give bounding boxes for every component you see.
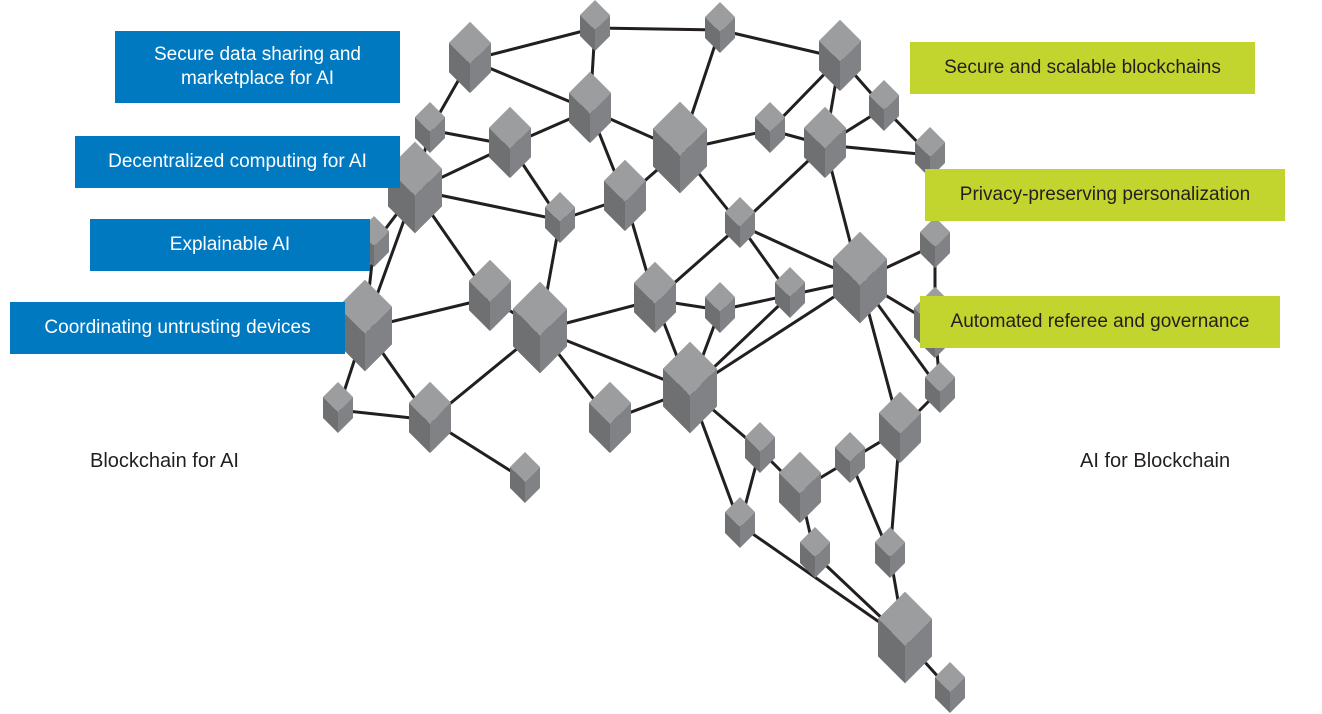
cube-node	[833, 232, 887, 329]
cube-node	[725, 497, 755, 553]
cube-node	[755, 102, 785, 158]
cube-node	[580, 0, 610, 56]
cube-node	[879, 392, 921, 468]
cube-node	[705, 282, 735, 338]
cube-node	[663, 342, 717, 439]
right-label-1: Secure and scalable blockchains	[910, 42, 1255, 94]
right-caption: AI for Blockchain	[1080, 450, 1230, 473]
cube-node	[469, 260, 511, 336]
cube-node	[819, 20, 861, 96]
left-label-1: Secure data sharing and marketplace for …	[115, 31, 400, 103]
cube-node	[779, 452, 821, 528]
cube-node	[725, 197, 755, 253]
cube-node	[634, 262, 676, 338]
cube-node	[775, 267, 805, 323]
cube-node	[653, 102, 707, 199]
left-label-4: Coordinating untrusting devices	[10, 302, 345, 354]
cube-node	[338, 280, 392, 377]
left-label-3: Explainable AI	[90, 219, 370, 271]
right-label-2: Privacy-preserving personalization	[925, 169, 1285, 221]
cube-node	[705, 2, 735, 58]
cube-node	[878, 592, 932, 689]
cube-node	[589, 382, 631, 458]
left-label-2: Decentralized computing for AI	[75, 136, 400, 188]
cube-node	[489, 107, 531, 183]
cube-node	[569, 72, 611, 148]
cube-node	[835, 432, 865, 488]
cube-node	[745, 422, 775, 478]
cube-node	[604, 160, 646, 236]
cube-node	[935, 662, 965, 714]
cube-node	[323, 382, 353, 438]
diagram-stage: Secure data sharing and marketplace for …	[0, 0, 1322, 714]
cube-node	[925, 362, 955, 418]
cube-node	[545, 192, 575, 248]
cube-node	[510, 452, 540, 508]
cube-node	[800, 527, 830, 583]
cube-node	[875, 527, 905, 583]
cube-node	[920, 217, 950, 273]
cube-node	[804, 107, 846, 183]
right-label-3: Automated referee and governance	[920, 296, 1280, 348]
left-caption: Blockchain for AI	[90, 450, 239, 473]
cube-node	[869, 80, 899, 136]
cube-node	[449, 22, 491, 98]
cube-node	[513, 282, 567, 379]
cube-node	[409, 382, 451, 458]
